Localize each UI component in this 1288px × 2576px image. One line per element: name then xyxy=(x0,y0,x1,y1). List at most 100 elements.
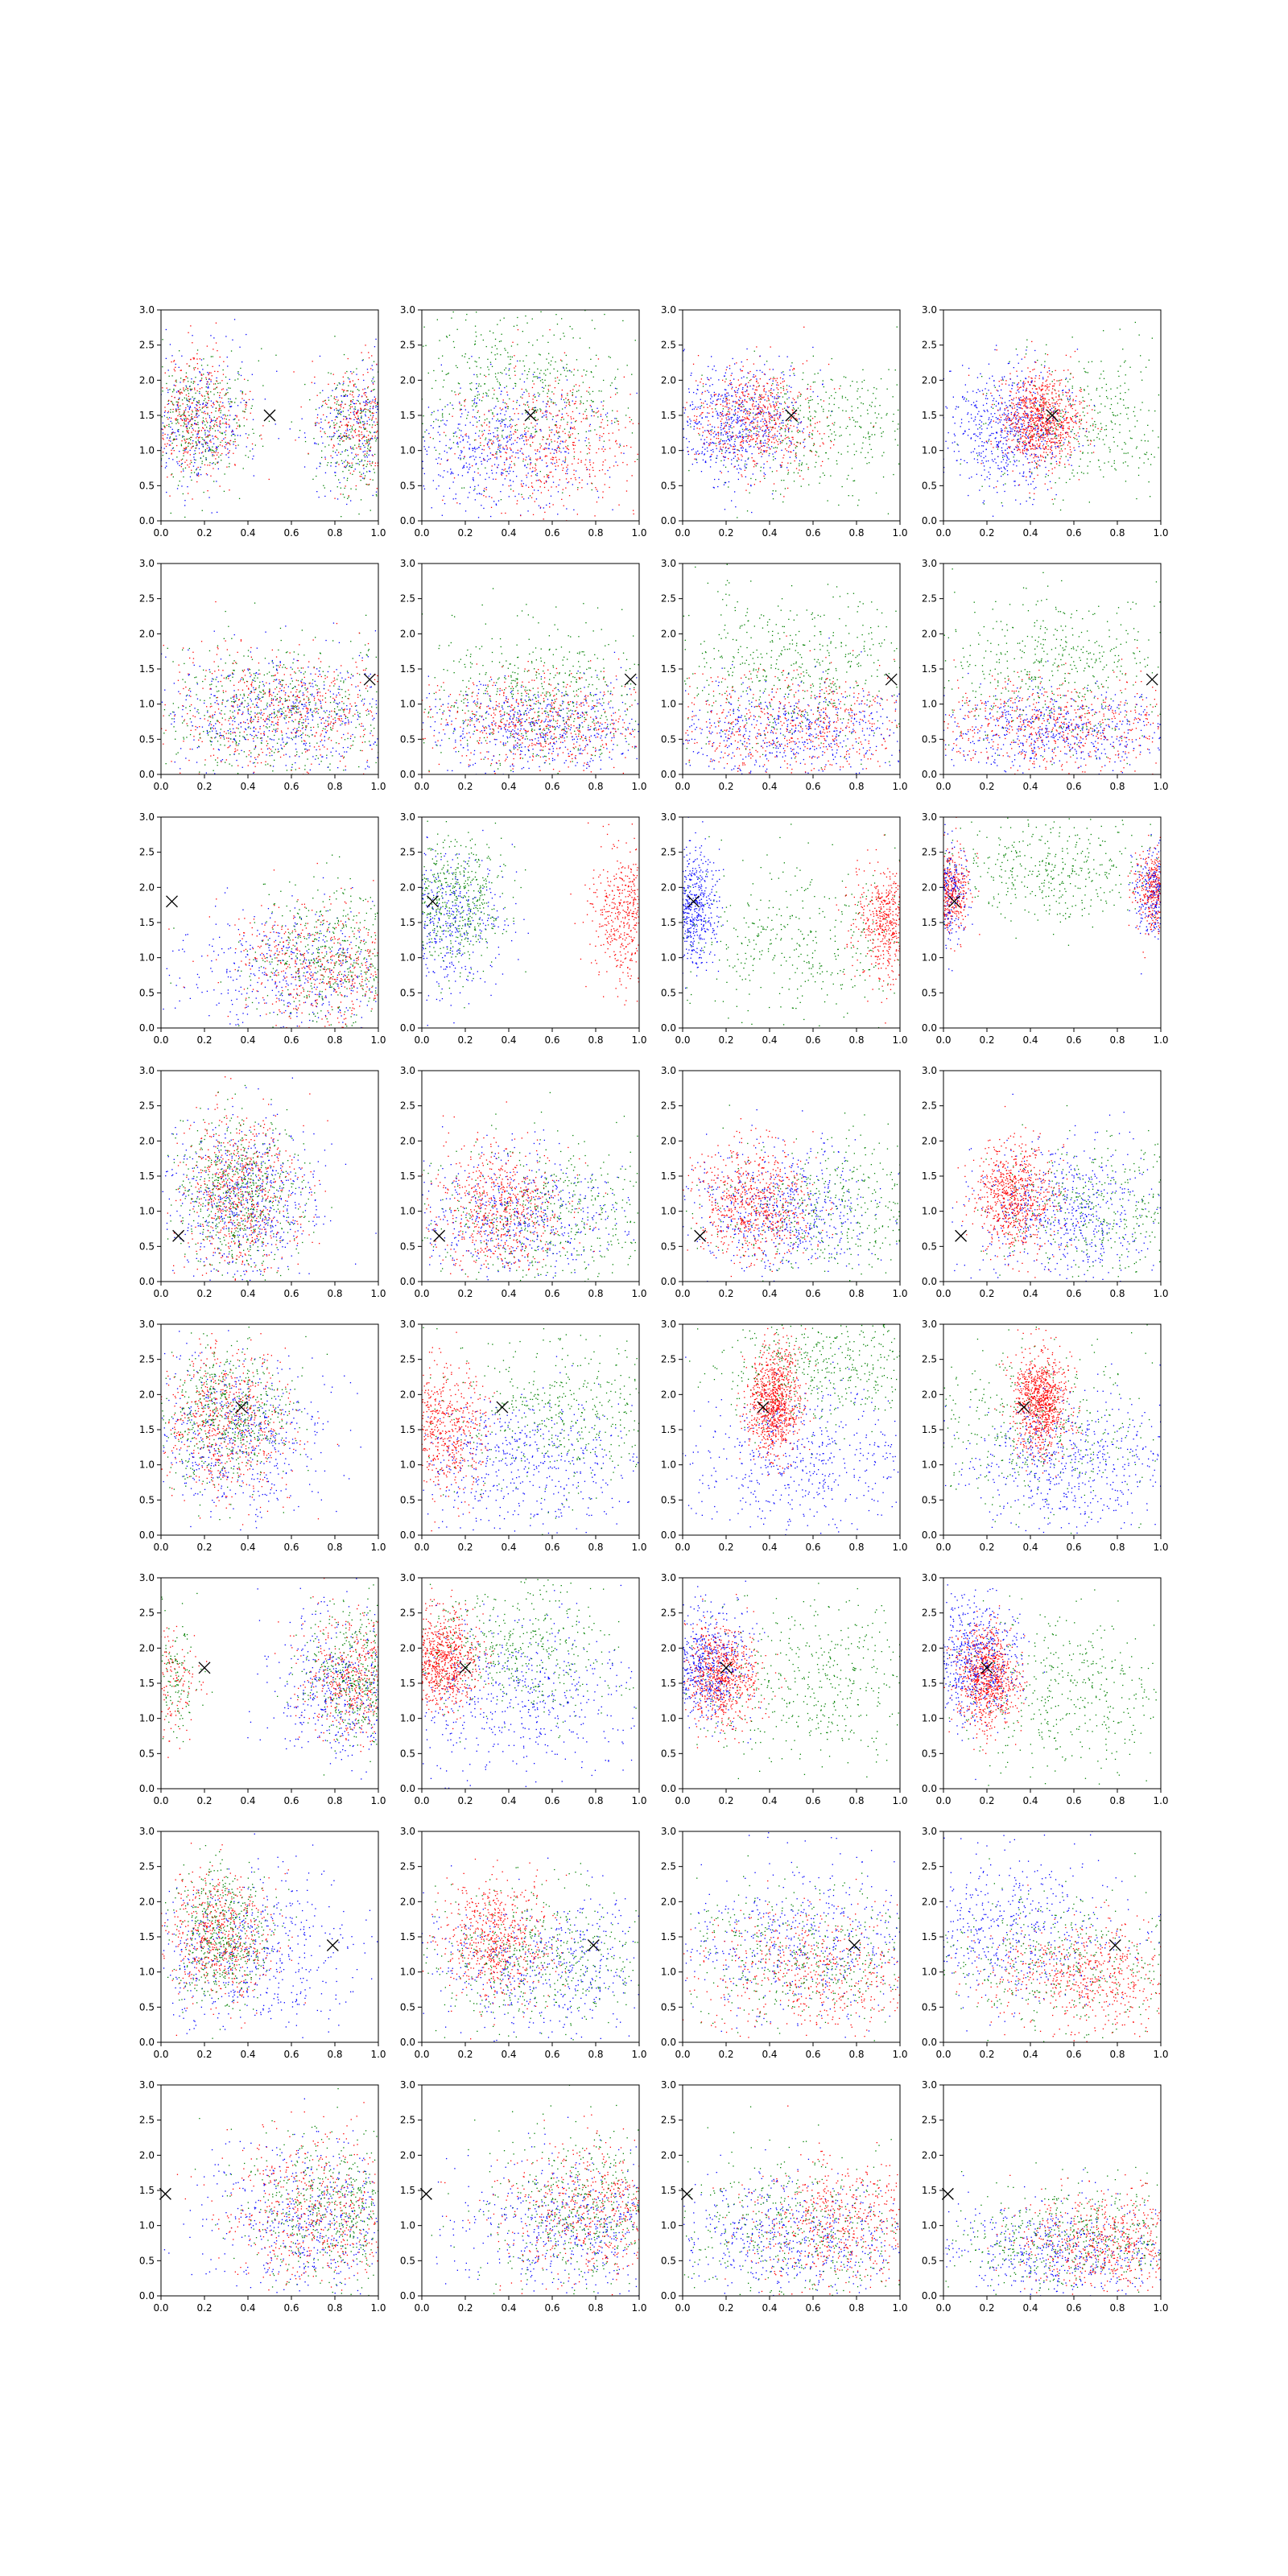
point xyxy=(780,427,782,429)
point xyxy=(687,424,689,427)
point xyxy=(164,433,166,436)
point xyxy=(592,401,594,402)
point xyxy=(225,434,226,436)
point xyxy=(449,439,451,440)
point xyxy=(503,469,505,471)
point xyxy=(581,487,583,489)
point xyxy=(735,412,737,414)
point xyxy=(768,411,770,413)
point xyxy=(522,485,523,487)
point xyxy=(365,403,367,405)
point xyxy=(549,506,551,508)
point xyxy=(210,372,212,374)
point xyxy=(738,458,740,460)
point xyxy=(219,420,221,422)
point xyxy=(765,425,766,427)
point xyxy=(609,396,612,398)
point xyxy=(543,507,544,509)
point xyxy=(492,413,493,415)
point xyxy=(1065,354,1067,356)
point xyxy=(365,415,366,417)
point xyxy=(545,416,547,418)
point xyxy=(748,382,749,383)
point xyxy=(775,451,778,452)
point xyxy=(1113,436,1114,438)
point xyxy=(376,421,378,423)
point xyxy=(857,505,859,506)
point xyxy=(499,407,501,409)
point xyxy=(589,423,591,425)
point xyxy=(171,442,173,444)
point xyxy=(332,444,335,446)
point xyxy=(733,419,735,421)
point xyxy=(564,460,566,461)
point xyxy=(786,398,788,400)
point xyxy=(184,500,186,502)
point xyxy=(551,441,552,443)
point xyxy=(586,400,588,402)
point xyxy=(1034,454,1036,456)
point xyxy=(336,384,338,386)
point xyxy=(793,373,795,374)
point xyxy=(196,416,199,418)
point xyxy=(810,449,811,452)
point xyxy=(363,408,365,411)
point xyxy=(549,373,551,374)
point xyxy=(565,440,567,441)
point xyxy=(225,423,227,424)
point xyxy=(196,390,198,392)
point xyxy=(788,446,790,448)
point xyxy=(774,427,776,429)
point xyxy=(780,465,782,467)
point xyxy=(193,369,195,370)
point xyxy=(349,425,352,427)
point xyxy=(711,356,712,357)
point xyxy=(532,486,534,488)
point xyxy=(462,436,464,438)
point xyxy=(234,415,237,416)
point xyxy=(720,423,723,424)
point xyxy=(562,440,564,442)
point xyxy=(720,414,722,415)
point xyxy=(1038,388,1040,390)
point xyxy=(173,388,175,390)
point xyxy=(171,391,174,393)
point xyxy=(186,426,188,427)
point xyxy=(504,478,506,480)
point xyxy=(710,434,712,436)
point xyxy=(364,405,365,407)
point xyxy=(221,380,223,382)
point xyxy=(694,422,696,423)
point xyxy=(225,454,227,456)
point xyxy=(517,429,518,431)
point xyxy=(190,398,192,400)
point xyxy=(186,386,188,388)
point xyxy=(749,428,750,431)
point xyxy=(475,448,477,450)
point xyxy=(373,376,374,378)
point xyxy=(708,379,710,381)
point xyxy=(353,470,355,472)
point xyxy=(759,395,761,397)
point xyxy=(537,409,539,411)
point xyxy=(834,439,836,440)
points xyxy=(161,319,378,518)
point xyxy=(811,418,814,419)
point xyxy=(763,405,765,407)
point xyxy=(459,423,460,425)
point xyxy=(766,443,768,444)
point xyxy=(615,441,617,443)
point xyxy=(196,412,198,414)
point xyxy=(758,403,759,405)
point xyxy=(363,478,365,480)
point xyxy=(184,415,186,416)
point xyxy=(705,383,707,386)
point xyxy=(186,418,188,419)
point xyxy=(497,400,499,402)
point xyxy=(726,431,728,433)
point xyxy=(828,363,830,365)
point xyxy=(584,464,586,465)
point xyxy=(756,386,758,388)
point xyxy=(207,422,208,423)
